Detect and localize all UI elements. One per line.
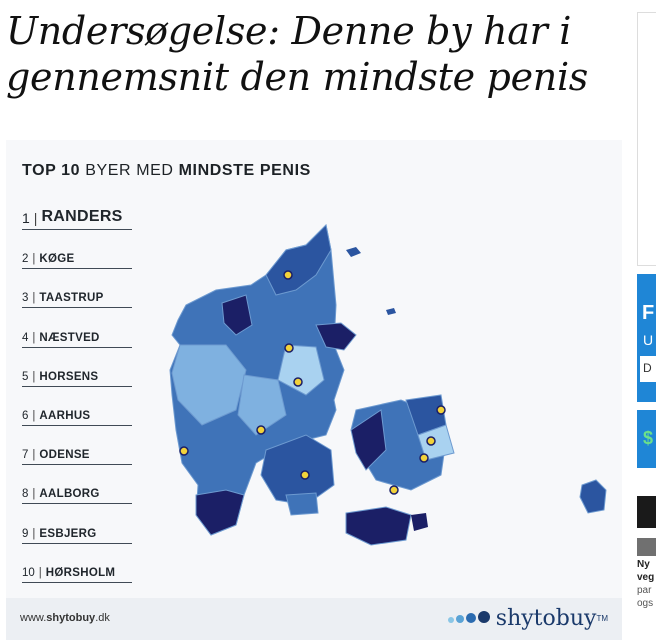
promo-green-letter: $ [643, 428, 654, 448]
ranking-separator: | [33, 210, 38, 226]
teaser-line-1: Ny [637, 559, 650, 570]
funen-region [260, 434, 335, 506]
ranking-number: 6 [22, 409, 29, 422]
ranking-item: 5 | HORSENS [22, 348, 132, 387]
ranking-city: HØRSHOLM [45, 566, 116, 579]
ranking-city: ESBJERG [39, 527, 97, 540]
copenhagen-light [417, 424, 455, 461]
ranking-item: 2 | KØGE [22, 230, 132, 270]
ranking-city: RANDERS [41, 208, 123, 225]
bornholm-island [579, 479, 607, 514]
denmark-map [169, 223, 607, 546]
teaser-line-3: par [637, 585, 652, 596]
ranking-separator: | [32, 331, 36, 344]
west-zealand-dark [350, 409, 387, 471]
article-headline[interactable]: Undersøgelse: Denne by har i gennemsnit … [6, 9, 588, 99]
east-jutland-light [277, 344, 325, 396]
ranking-city: ODENSE [39, 449, 90, 462]
ranking-city: AARHUS [39, 409, 91, 422]
city-marker [284, 343, 294, 353]
infographic-title: TOP 10 BYER MED MINDSTE PENIS [22, 162, 311, 180]
promo-field[interactable]: D [640, 356, 656, 382]
footer-url[interactable]: www.shytobuy.dk [20, 612, 110, 624]
ranking-separator: | [32, 292, 36, 305]
ranking-separator: | [32, 370, 36, 383]
ranking-separator: | [32, 488, 36, 501]
ranking-item: 10 | HØRSHOLM [22, 544, 132, 583]
ranking-item: 7 | ODENSE [22, 426, 132, 466]
infographic-footer: www.shytobuy.dk shytobuy TM [6, 598, 622, 640]
ranking-item: 4 | NÆSTVED [22, 308, 132, 348]
ranking-number: 10 [22, 566, 35, 579]
thy-region [221, 294, 253, 336]
ranking-number: 5 [22, 370, 29, 383]
south-jutland-region [195, 489, 245, 536]
ranking-number: 8 [22, 488, 29, 501]
sidebar-teaser[interactable]: Ny veg par ogs [637, 558, 654, 610]
city-marker [300, 470, 310, 480]
mid-jutland-light [171, 344, 247, 426]
city-marker [419, 453, 429, 463]
sidebar: F U D $ Ny veg par ogs [632, 0, 656, 644]
city-markers [179, 270, 446, 495]
sidebar-promo-green[interactable]: $ [637, 410, 656, 468]
ranking-item: 8 | AALBORG [22, 465, 132, 505]
city-marker [283, 270, 293, 280]
ranking-city: KØGE [39, 253, 75, 266]
footer-url-suffix: .dk [95, 612, 110, 624]
brand-tm: TM [596, 614, 608, 623]
ranking-number: 4 [22, 331, 29, 344]
ranking-list: 1 | RANDERS 2 | KØGE 3 | TAASTRUP 4 | NÆSTVED 5 | HORS… [22, 202, 132, 583]
city-marker [426, 436, 436, 446]
city-marker [293, 377, 303, 387]
brand-logo: shytobuy TM [447, 606, 608, 631]
sidebar-ad-box[interactable] [637, 12, 656, 266]
footer-url-bold: shytobuy [46, 612, 96, 624]
footer-url-prefix: www. [20, 612, 47, 624]
ranking-city: NÆSTVED [39, 331, 100, 344]
moen-region [411, 513, 428, 531]
laeso-island [346, 247, 361, 257]
promo-letter: F [642, 302, 655, 324]
title-prefix: TOP 10 [22, 162, 81, 179]
city-marker [389, 485, 399, 495]
ranking-item: 1 | RANDERS [22, 202, 132, 230]
lolland-region [345, 506, 412, 546]
ranking-item: 9 | ESBJERG [22, 504, 132, 544]
ranking-number: 2 [22, 253, 29, 266]
randers-region [315, 322, 357, 351]
brand-dots-icon [447, 610, 492, 628]
ranking-item: 6 | AARHUS [22, 387, 132, 426]
teaser-line-4: ogs [637, 598, 654, 609]
north-jutland-region [265, 223, 332, 296]
ranking-separator: | [32, 527, 36, 540]
ranking-item: 3 | TAASTRUP [22, 269, 132, 309]
sidebar-promo-blue[interactable]: F U D [637, 274, 656, 402]
ranking-city: AALBORG [39, 488, 100, 501]
ranking-number: 1 [22, 210, 30, 226]
city-marker [256, 425, 266, 435]
sidebar-black-block[interactable] [637, 496, 656, 528]
teaser-line-2: veg [637, 572, 655, 583]
ranking-separator: | [32, 409, 36, 422]
sidebar-grey-block[interactable] [637, 538, 656, 556]
ranking-city: TAASTRUP [39, 292, 104, 305]
ranking-separator: | [38, 566, 42, 579]
ranking-city: HORSENS [39, 370, 99, 383]
infographic: TOP 10 BYER MED MINDSTE PENIS 1 | RANDERS 2… [6, 140, 622, 640]
promo-sub: U [643, 332, 654, 348]
vejle-region [237, 374, 287, 436]
title-suffix: MINDSTE PENIS [178, 162, 311, 179]
ranking-separator: | [32, 449, 36, 462]
ranking-separator: | [32, 253, 36, 266]
funen-south [285, 492, 319, 516]
city-marker [179, 446, 189, 456]
anholt-island [386, 308, 396, 315]
title-middle: BYER MED [80, 162, 179, 179]
brand-name: shytobuy [495, 606, 597, 631]
ranking-number: 3 [22, 292, 29, 305]
city-marker [436, 405, 446, 415]
ranking-number: 9 [22, 527, 29, 540]
ranking-number: 7 [22, 449, 29, 462]
